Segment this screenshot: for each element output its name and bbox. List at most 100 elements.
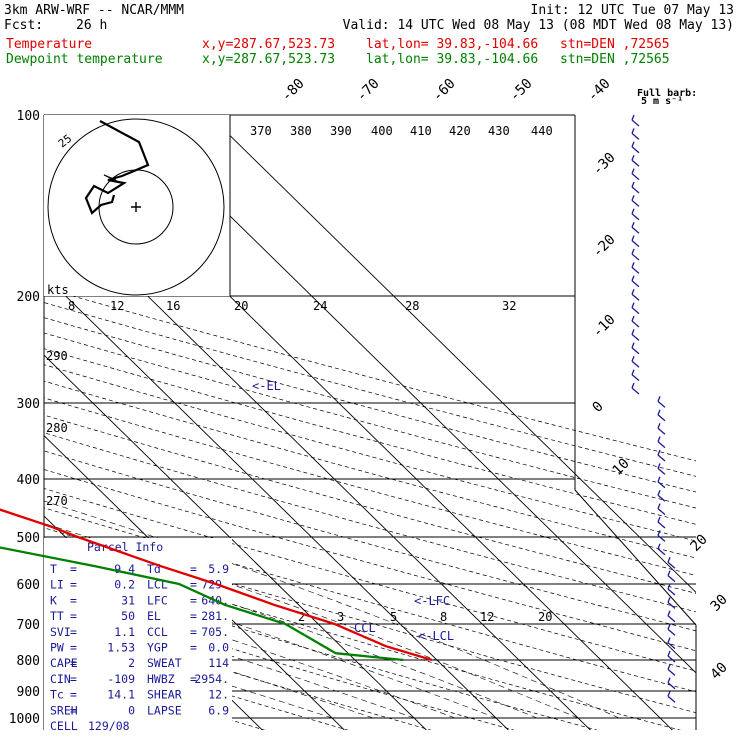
wind-barb: [631, 226, 640, 234]
wind-barb: [657, 481, 666, 489]
parcel-value: 1.53: [107, 641, 135, 655]
wind-barb: [657, 494, 666, 502]
theta-label: 440: [531, 124, 553, 138]
wind-barb-flag: [657, 476, 661, 483]
isotherm-right-label: 40: [708, 660, 731, 683]
parcel-value: 14.1: [107, 688, 135, 702]
wind-barb: [657, 467, 666, 475]
dewpoint-station: stn=DEN ,72565: [560, 52, 670, 67]
hodograph-speed-label: 28: [405, 299, 419, 313]
wind-barb-flag: [631, 141, 635, 148]
wind-barb: [631, 280, 640, 288]
parcel-value: 0: [128, 703, 135, 717]
wind-barb: [667, 655, 676, 663]
isotherm-50: [208, 115, 696, 594]
hodograph-speed-label: 32: [502, 299, 516, 313]
dewpoint-latlon: lat,lon= 39.83,-104.66: [366, 52, 538, 67]
pressure-label-900: 900: [17, 685, 40, 700]
parcel-value2: 705.: [201, 625, 229, 639]
wind-barb-flag: [667, 570, 671, 576]
dry-adiabat-360: [44, 432, 696, 613]
wind-barb-flag: [631, 208, 635, 215]
isotherm-0: [44, 354, 427, 730]
mixing-ratio-label: 2: [298, 610, 305, 624]
wind-barb-flag: [631, 342, 635, 349]
temperature-legend: Temperature: [6, 37, 92, 52]
isotherm-right-label: 20: [688, 532, 711, 555]
parcel-eq2: =: [190, 672, 197, 686]
wind-barb-flag: [657, 543, 661, 550]
annotation-label: <-LFC: [414, 594, 450, 608]
isotherm-right-label: 0: [590, 399, 607, 416]
wind-barb: [631, 132, 640, 140]
wind-barb-flag: [631, 154, 635, 161]
hodograph-outer-ring: [47, 118, 225, 296]
isotherm--50: [0, 102, 17, 731]
theta-label: 410: [410, 124, 432, 138]
hodograph-speed-label: kts: [47, 283, 69, 297]
dry-adiabat-320: [44, 507, 696, 693]
dewpoint-xy: x,y=287.67,523.73: [202, 52, 335, 67]
parcel-value: 129/08: [88, 719, 130, 733]
parcel-value2: 281.: [201, 609, 229, 623]
wind-barb: [667, 561, 676, 569]
wind-barb-flag: [657, 436, 661, 442]
parcel-key: CIN: [50, 672, 71, 686]
forecast-label: Fcst:: [4, 18, 43, 33]
parcel-value: 2: [128, 656, 135, 670]
hodograph-ring-label: 25: [56, 132, 74, 150]
parcel-eq2: =: [190, 593, 197, 607]
wind-barb: [667, 615, 676, 623]
wind-barb-flag: [631, 275, 635, 282]
dry-adiabat-430: [44, 317, 696, 493]
parcel-eq: =: [70, 593, 77, 607]
parcel-value: 50: [121, 609, 135, 623]
parcel-key2: SWEAT: [147, 656, 182, 670]
wind-barb: [657, 534, 666, 542]
wind-barb: [657, 414, 666, 422]
annotations: <-EL <-LFC <-LCL CCL: [252, 379, 454, 643]
parcel-key: SREH: [50, 703, 78, 717]
temperature-station: stn=DEN ,72565: [560, 37, 670, 52]
wind-barb-flag: [631, 181, 635, 188]
wind-barb: [631, 374, 640, 382]
isotherm-right-label: -10: [590, 312, 619, 341]
wind-barb: [631, 119, 640, 127]
parcel-eq: =: [70, 656, 77, 670]
dry-adiabat-350: [44, 450, 696, 632]
wind-barb-flag: [657, 516, 661, 523]
parcel-value: 0.2: [114, 578, 135, 592]
theta-left-label: 270: [46, 494, 68, 508]
wind-barb-flag: [657, 463, 661, 469]
parcel-eq2: =: [190, 609, 197, 623]
wind-barb: [631, 293, 640, 301]
parcel-key: TT: [50, 609, 64, 623]
wind-barb-flag: [631, 235, 635, 241]
hodograph-speed-label: 16: [166, 299, 180, 313]
parcel-key: LI: [50, 578, 64, 592]
parcel-key: CAPE: [50, 656, 78, 670]
wind-barb: [667, 682, 676, 690]
wind-barb-flag: [631, 221, 635, 228]
wind-barb-flag: [657, 409, 661, 416]
hodograph-trace-low: [103, 174, 122, 184]
parcel-eq: =: [70, 562, 77, 576]
theta-label: 380: [290, 124, 312, 138]
wind-barb: [667, 575, 676, 583]
isotherm-top-label: -80: [279, 76, 308, 105]
parcel-value2: 2954.: [194, 672, 229, 686]
hodograph: 25: [44, 115, 231, 296]
wind-barb-flag: [667, 556, 671, 563]
theta-left-label: 290: [46, 349, 68, 363]
parcel-eq: =: [70, 688, 77, 702]
wind-barb: [667, 601, 676, 609]
moist-adiabat-2: [44, 597, 415, 719]
isotherm-right-label: 30: [708, 592, 731, 615]
wind-barb: [631, 146, 640, 154]
parcel-eq: =: [70, 703, 77, 717]
wind-barb: [657, 454, 666, 462]
forecast-hour: 26 h: [76, 18, 107, 33]
wind-barb: [657, 441, 666, 449]
